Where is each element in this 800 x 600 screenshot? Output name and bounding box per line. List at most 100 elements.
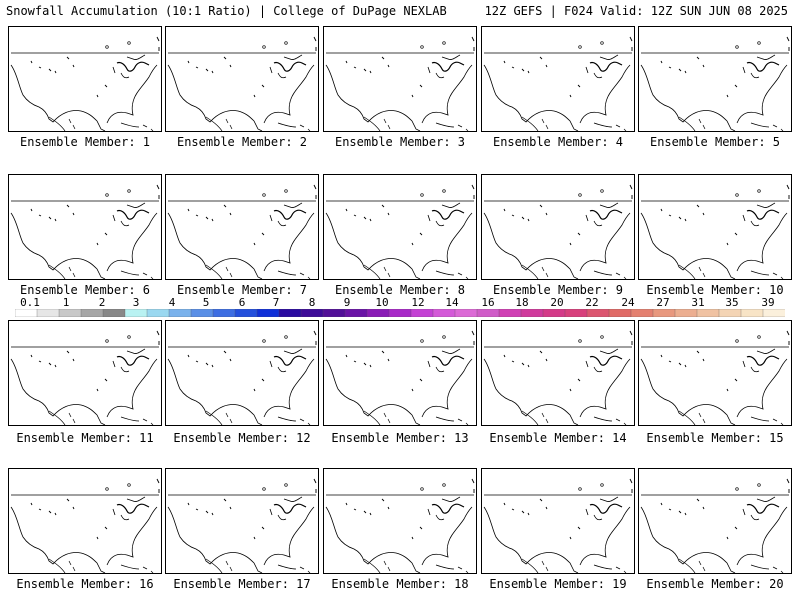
ensemble-member-map (638, 468, 792, 574)
colorbar-tick-label: 9 (343, 296, 351, 309)
ensemble-member-label: Ensemble Member: 15 (646, 431, 784, 445)
colorbar-tick-label: 35 (725, 296, 739, 309)
ensemble-member-label: Ensemble Member: 6 (19, 283, 151, 297)
colorbar-tick-label: 22 (585, 296, 599, 309)
map-outline (325, 36, 475, 131)
map-outline (640, 478, 790, 573)
colorbar-tick-label: 10 (375, 296, 389, 309)
ensemble-member-map (8, 174, 162, 280)
colorbar-bin (190, 309, 214, 317)
colorbar-bin (80, 309, 104, 317)
colorbar-bin (718, 309, 742, 317)
ensemble-member-label: Ensemble Member: 8 (334, 283, 466, 297)
ensemble-member-label: Ensemble Member: 2 (176, 135, 308, 149)
ensemble-member-label: Ensemble Member: 11 (16, 431, 154, 445)
colorbar-bin (740, 309, 764, 317)
map-outline (167, 36, 317, 131)
colorbar-tick-label: 8 (308, 296, 316, 309)
colorbar-bin (102, 309, 126, 317)
colorbar-tick-label: 0.1 (20, 296, 40, 309)
colorbar-bin (212, 309, 236, 317)
colorbar-bin (630, 309, 654, 317)
colorbar-tick-label: 7 (272, 296, 280, 309)
map-outline (325, 184, 475, 279)
snowfall-colorbar (15, 309, 785, 317)
colorbar-bin (58, 309, 82, 317)
colorbar-bin (234, 309, 258, 317)
colorbar-bin (608, 309, 632, 317)
colorbar-tick-label: 20 (550, 296, 564, 309)
colorbar-bin (168, 309, 192, 317)
colorbar-tick-label: 6 (238, 296, 246, 309)
colorbar-tick-label: 39 (761, 296, 775, 309)
map-title: Snowfall Accumulation (10:1 Ratio) | Col… (6, 4, 447, 18)
map-outline (640, 330, 790, 425)
colorbar-tick-label: 3 (132, 296, 140, 309)
ensemble-member-map (323, 320, 477, 426)
colorbar-bin (146, 309, 170, 317)
map-outline (483, 478, 633, 573)
ensemble-member-map (165, 174, 319, 280)
ensemble-member-label: Ensemble Member: 20 (646, 577, 784, 591)
map-outline (10, 36, 160, 131)
map-outline (167, 184, 317, 279)
colorbar-bin (674, 309, 698, 317)
ensemble-member-map (8, 26, 162, 132)
colorbar-bin (256, 309, 280, 317)
ensemble-member-map (323, 174, 477, 280)
ensemble-member-map (323, 468, 477, 574)
ensemble-member-label: Ensemble Member: 14 (489, 431, 627, 445)
ensemble-member-map (638, 26, 792, 132)
map-outline (325, 330, 475, 425)
colorbar-bin (498, 309, 522, 317)
colorbar-tick-label: 2 (98, 296, 106, 309)
map-outline (10, 478, 160, 573)
colorbar-tick-label: 24 (621, 296, 635, 309)
colorbar-bin (322, 309, 346, 317)
ensemble-member-map (165, 320, 319, 426)
colorbar-tick-label: 27 (656, 296, 670, 309)
map-outline (10, 330, 160, 425)
map-outline (483, 36, 633, 131)
ensemble-member-label: Ensemble Member: 18 (331, 577, 469, 591)
map-outline (167, 478, 317, 573)
colorbar-bin (344, 309, 368, 317)
ensemble-member-map (481, 26, 635, 132)
map-outline (167, 330, 317, 425)
colorbar-bin (542, 309, 566, 317)
colorbar-bin (762, 309, 785, 317)
colorbar-bin (366, 309, 390, 317)
colorbar-tick-label: 16 (481, 296, 495, 309)
ensemble-member-label: Ensemble Member: 10 (646, 283, 784, 297)
ensemble-member-label: Ensemble Member: 9 (492, 283, 624, 297)
colorbar-bin (564, 309, 588, 317)
ensemble-member-map (481, 174, 635, 280)
colorbar-tick-label: 4 (168, 296, 176, 309)
colorbar-bin (432, 309, 456, 317)
map-outline (483, 184, 633, 279)
colorbar-bin (652, 309, 676, 317)
colorbar-bin (36, 309, 60, 317)
ensemble-member-label: Ensemble Member: 13 (331, 431, 469, 445)
colorbar-bin (300, 309, 324, 317)
ensemble-member-label: Ensemble Member: 16 (16, 577, 154, 591)
colorbar-tick-label: 14 (445, 296, 459, 309)
ensemble-member-label: Ensemble Member: 5 (649, 135, 781, 149)
ensemble-member-map (165, 26, 319, 132)
map-outline (640, 184, 790, 279)
map-outline (325, 478, 475, 573)
ensemble-member-label: Ensemble Member: 4 (492, 135, 624, 149)
ensemble-member-map (481, 468, 635, 574)
ensemble-member-map (481, 320, 635, 426)
ensemble-member-map (8, 468, 162, 574)
colorbar-tick-label: 18 (515, 296, 529, 309)
ensemble-member-map (638, 174, 792, 280)
colorbar-tick-label: 31 (691, 296, 705, 309)
colorbar-tick-label: 1 (62, 296, 70, 309)
ensemble-member-label: Ensemble Member: 7 (176, 283, 308, 297)
colorbar-bin (520, 309, 544, 317)
colorbar-bin (454, 309, 478, 317)
ensemble-member-label: Ensemble Member: 1 (19, 135, 151, 149)
colorbar-bin (476, 309, 500, 317)
ensemble-member-label: Ensemble Member: 3 (334, 135, 466, 149)
